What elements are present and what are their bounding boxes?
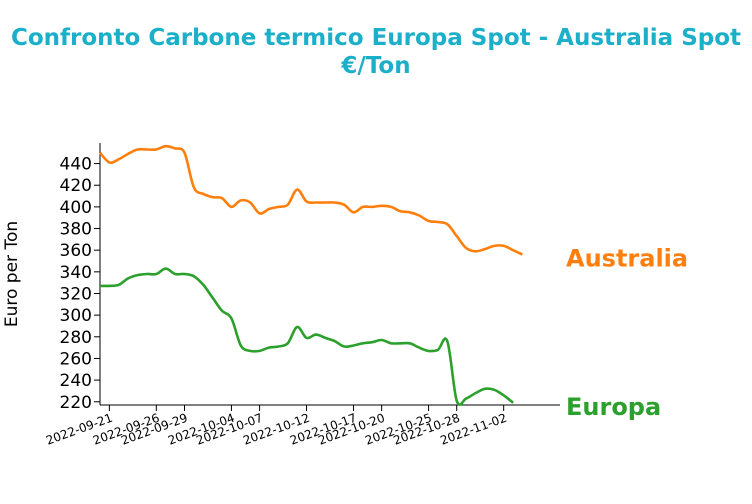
series-label-europa: Europa <box>566 393 661 421</box>
y-tick-label: 300 <box>60 306 92 326</box>
series-lines <box>99 144 523 406</box>
chart-title-main: Confronto Carbone termico Europa Spot - … <box>10 25 742 51</box>
y-axis-label: Euro per Ton <box>2 221 22 327</box>
y-tick-label: 240 <box>60 371 92 391</box>
y-tick-label: 420 <box>60 176 92 196</box>
y-tick-label: 360 <box>60 241 92 261</box>
chart-title: Confronto Carbone termico Europa Spot - … <box>0 24 752 80</box>
y-tick-label: 340 <box>60 263 92 283</box>
y-tick-label: 440 <box>60 155 92 175</box>
y-tick-label: 380 <box>60 220 92 240</box>
y-tick-label: 320 <box>60 284 92 304</box>
series-label-australia: Australia <box>566 245 688 273</box>
series-line-europa <box>99 267 514 406</box>
y-tick-label: 400 <box>60 198 92 218</box>
series-labels: Australia Europa <box>566 245 688 421</box>
y-tick-label: 220 <box>60 393 92 413</box>
chart-subtitle: €/Ton <box>341 53 411 79</box>
y-tick-label: 280 <box>60 328 92 348</box>
series-line-australia <box>99 144 523 256</box>
y-tick-label: 260 <box>60 349 92 369</box>
axes: 2202402602803003203403603804004204402022… <box>44 143 560 448</box>
